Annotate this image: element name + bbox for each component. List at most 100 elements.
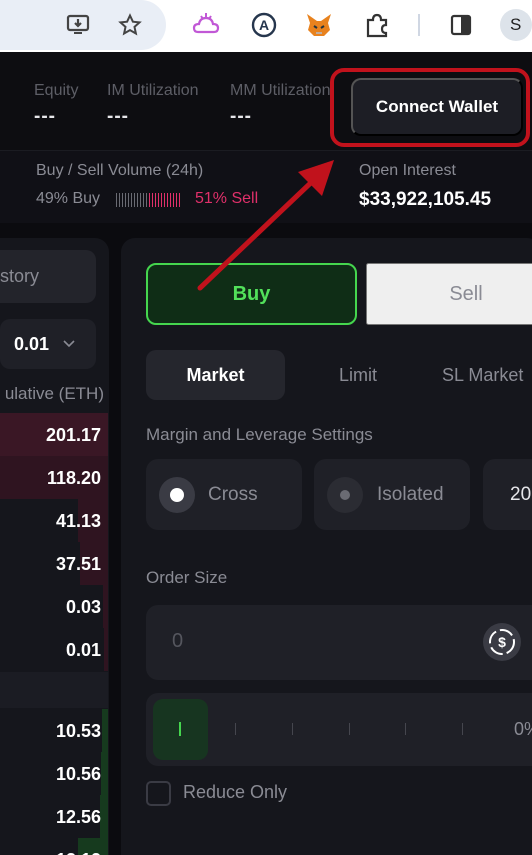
order-size-label: Order Size: [146, 568, 227, 588]
margin-leverage-label: Margin and Leverage Settings: [146, 425, 373, 445]
buy-volume-tick: [134, 193, 135, 207]
cross-label: Cross: [208, 484, 258, 506]
profile-avatar[interactable]: S: [500, 9, 532, 41]
sell-volume-tick: [164, 193, 165, 207]
mm-utilization-label: MM Utilization: [230, 82, 340, 100]
buy-volume-tick: [140, 193, 141, 207]
ask-row[interactable]: 118.20: [0, 456, 108, 499]
sell-volume-tick: [176, 193, 177, 207]
chevron-down-icon: [63, 340, 75, 348]
bid-cumulative: 13.12: [56, 850, 101, 855]
sell-volume-tick: [173, 193, 174, 207]
buy-volume-tick: [128, 193, 129, 207]
ask-row[interactable]: 201.17: [0, 413, 108, 456]
extensions-puzzle-icon[interactable]: [363, 11, 391, 39]
sell-volume-tick: [170, 193, 171, 207]
isolated-radio[interactable]: [327, 477, 363, 513]
ask-row[interactable]: 0.03: [0, 585, 108, 628]
slider-tick: [462, 723, 463, 735]
sell-volume-tick: [158, 193, 159, 207]
slider-tick: [292, 723, 293, 735]
bid-cumulative: 12.56: [56, 807, 101, 828]
price-step-select[interactable]: 0.01: [0, 319, 96, 369]
im-utilization-label: IM Utilization: [107, 82, 199, 100]
bookmark-star-icon[interactable]: [116, 11, 144, 39]
bid-depth-bar: [100, 795, 108, 838]
cumulative-column-header: ulative (ETH): [0, 384, 104, 404]
buy-volume-tick: [137, 193, 138, 207]
order-type-limit-tab[interactable]: Limit: [300, 350, 416, 400]
slider-tick: [405, 723, 406, 735]
buy-volume-tick: [125, 193, 126, 207]
svg-text:A: A: [259, 17, 269, 33]
toolbar-divider: [418, 14, 420, 36]
ask-depth-bar: [104, 628, 108, 671]
order-type-sl-market-tab[interactable]: SL Market: [430, 350, 532, 400]
ask-cumulative: 118.20: [47, 468, 101, 489]
sell-volume-tick: [155, 193, 156, 207]
buy-volume-tick: [131, 193, 132, 207]
equity-label: Equity: [34, 82, 78, 100]
trade-history-tab[interactable]: story: [0, 250, 96, 303]
slider-tick: [235, 723, 236, 735]
slider-grip-line: [179, 722, 181, 736]
usdc-currency-icon[interactable]: $: [483, 623, 521, 661]
ask-cumulative: 0.03: [66, 597, 101, 618]
open-interest-value: $33,922,105.45: [359, 189, 491, 211]
spread-row: [0, 672, 108, 708]
reduce-only-label[interactable]: Reduce Only: [183, 782, 287, 803]
volume-label: Buy / Sell Volume (24h): [36, 162, 203, 180]
buy-sell-volume-bar: [116, 193, 182, 207]
buy-volume-tick: [143, 193, 144, 207]
metamask-fox-icon[interactable]: [305, 11, 333, 39]
leverage-value: 20: [510, 484, 531, 506]
sell-volume-tick: [149, 193, 150, 207]
reduce-only-checkbox[interactable]: [146, 781, 171, 806]
sell-tab[interactable]: Sell: [366, 263, 532, 325]
ask-row[interactable]: 37.51: [0, 542, 108, 585]
install-app-icon[interactable]: [65, 11, 93, 39]
ask-row[interactable]: 0.01: [0, 628, 108, 671]
market-info-bar: [0, 150, 532, 223]
ask-row[interactable]: 41.13: [0, 499, 108, 542]
order-size-input[interactable]: [146, 605, 532, 680]
ask-cumulative: 0.01: [66, 640, 101, 661]
sell-volume-text: 51% Sell: [195, 190, 258, 208]
order-size-placeholder: 0: [172, 630, 183, 653]
bid-row[interactable]: 12.56: [0, 795, 108, 838]
slider-tick: [349, 723, 350, 735]
bid-cumulative: 10.53: [56, 721, 101, 742]
annotation-highlight-box: [330, 68, 530, 147]
ask-cumulative: 41.13: [56, 511, 101, 532]
bid-depth-bar: [101, 752, 108, 795]
sell-volume-tick: [167, 193, 168, 207]
mm-utilization-value: ---: [230, 106, 252, 128]
browser-toolbar: A S: [0, 0, 532, 52]
isolated-label: Isolated: [377, 484, 444, 506]
order-type-market-tab[interactable]: Market: [146, 350, 285, 400]
ask-depth-bar: [103, 585, 108, 628]
extension-cloud-icon[interactable]: [192, 11, 220, 39]
sell-volume-tick: [152, 193, 153, 207]
buy-volume-tick: [116, 193, 117, 207]
bid-cumulative: 10.56: [56, 764, 101, 785]
svg-text:$: $: [498, 634, 506, 650]
buy-volume-tick: [122, 193, 123, 207]
slider-percent: 0%: [514, 719, 532, 740]
buy-volume-tick: [146, 193, 147, 207]
extension-a-icon[interactable]: A: [250, 11, 278, 39]
buy-volume-tick: [119, 193, 120, 207]
open-interest-label: Open Interest: [359, 162, 456, 180]
bid-row[interactable]: 10.53: [0, 709, 108, 752]
buy-volume-text: 49% Buy: [36, 190, 100, 208]
bid-row[interactable]: 13.12: [0, 838, 108, 855]
im-utilization-value: ---: [107, 106, 129, 128]
sell-volume-tick: [179, 193, 180, 207]
bid-row[interactable]: 10.56: [0, 752, 108, 795]
buy-tab[interactable]: Buy: [146, 263, 357, 325]
bid-depth-bar: [102, 709, 108, 752]
sell-volume-tick: [161, 193, 162, 207]
side-panel-icon[interactable]: [447, 11, 475, 39]
cross-radio[interactable]: [159, 477, 195, 513]
